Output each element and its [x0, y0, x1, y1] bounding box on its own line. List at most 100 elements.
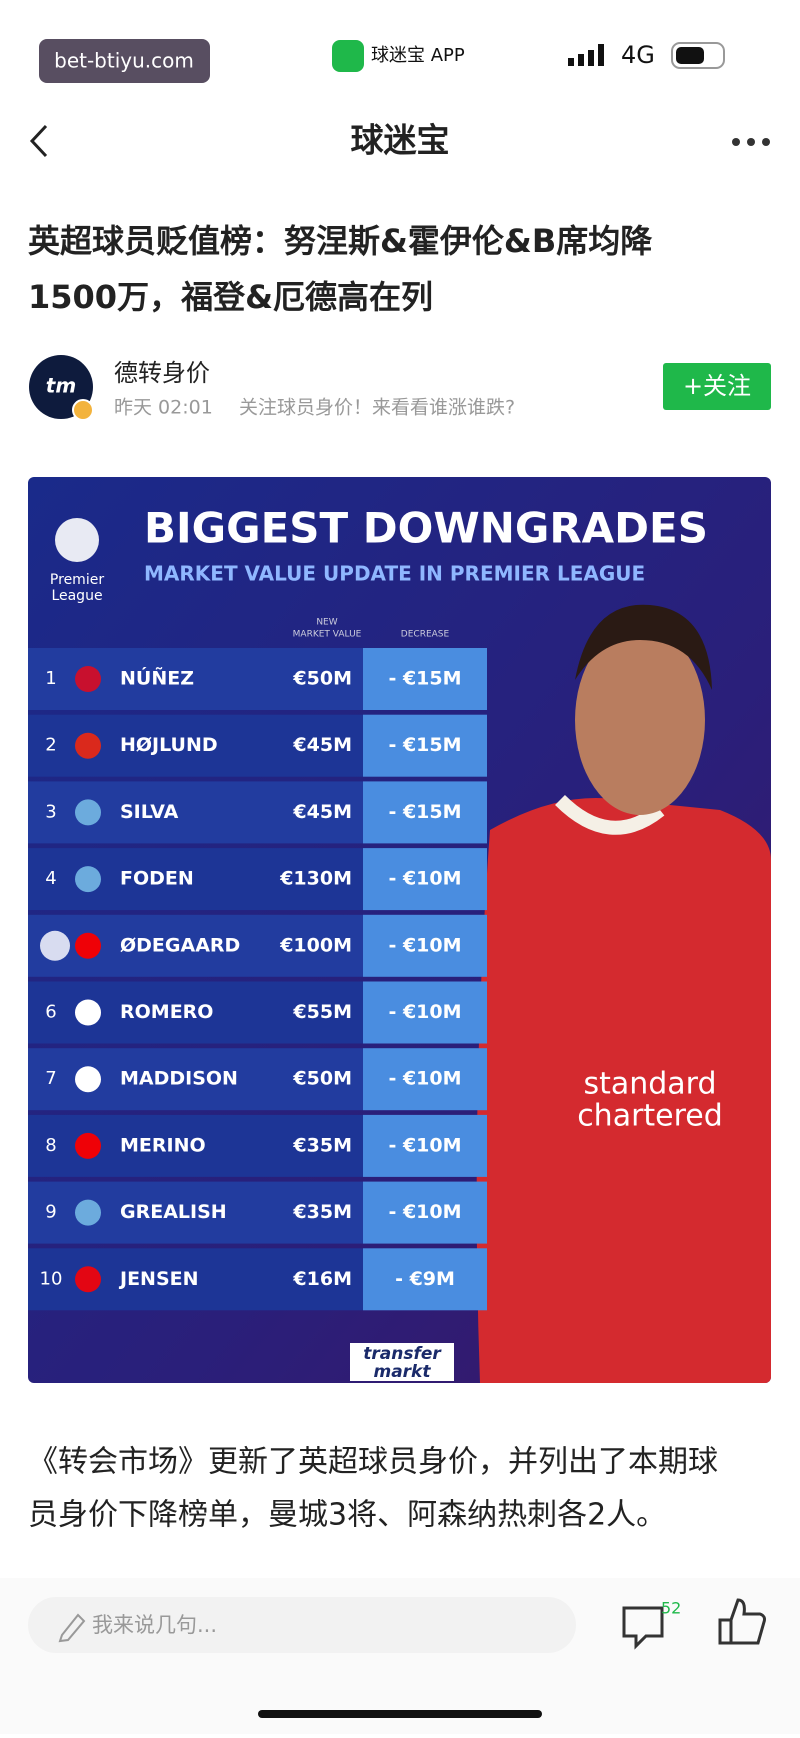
club-logo	[75, 732, 101, 759]
back-button[interactable]	[29, 124, 48, 158]
decrease-bg	[363, 1048, 487, 1111]
rank: 7	[45, 1068, 56, 1089]
club-logo	[75, 1132, 101, 1159]
market-value: €45M	[292, 734, 352, 756]
signal	[568, 44, 604, 66]
follow-label: +关注	[683, 372, 751, 400]
player-jersey	[476, 798, 771, 1383]
market-value: €35M	[292, 1201, 352, 1223]
app-icon	[332, 40, 364, 72]
decrease-bg	[363, 1181, 487, 1244]
column-header: MARKET VALUE	[293, 630, 362, 640]
follow-button[interactable]	[663, 363, 771, 410]
decrease: - €10M	[388, 1134, 461, 1156]
market-value: €50M	[292, 1068, 352, 1090]
rank: 3	[45, 801, 56, 822]
decrease: - €10M	[388, 934, 461, 956]
club-logo	[75, 866, 101, 893]
market-value: €45M	[292, 801, 352, 823]
infographic-subtitle: MARKET VALUE UPDATE IN PREMIER LEAGUE	[144, 562, 645, 586]
player-name: NÚÑEZ	[120, 666, 194, 690]
club-logo	[75, 799, 101, 826]
club-logo	[75, 1066, 101, 1093]
rank: 2	[45, 735, 56, 756]
rank: 8	[45, 1135, 56, 1156]
battery	[671, 42, 725, 69]
market-value: €130M	[279, 868, 352, 890]
rank: 4	[45, 868, 56, 889]
club-logo	[75, 999, 101, 1026]
decrease: - €10M	[388, 868, 461, 890]
player-name: JENSEN	[118, 1268, 199, 1290]
decrease: - €10M	[388, 1068, 461, 1090]
pen-icon	[58, 1613, 86, 1643]
decrease-bg	[363, 781, 487, 844]
decrease: - €15M	[388, 668, 461, 690]
club-logo	[75, 1199, 101, 1226]
decrease-bg	[363, 848, 487, 911]
decrease-bg	[363, 1114, 487, 1177]
body-text: 《转会市场》更新了英超球员身价，并列出了本期球	[28, 1445, 718, 1480]
article-title: 英超球员贬值榜：努涅斯&霍伊伦&B席均降	[28, 222, 653, 260]
player-name: FODEN	[120, 868, 194, 890]
comment-count: 52	[661, 1599, 681, 1618]
player-name: GREALISH	[120, 1201, 227, 1223]
sponsor: chartered	[577, 1099, 723, 1134]
battery-level	[676, 47, 704, 64]
rank: 10	[40, 1268, 63, 1289]
app-name: 球迷宝 APP	[371, 45, 465, 66]
league-logo	[55, 518, 99, 562]
brand: transfer	[363, 1344, 442, 1364]
decrease: - €9M	[395, 1268, 455, 1290]
club-logo	[75, 1266, 101, 1293]
column-header: NEW	[316, 618, 337, 628]
decrease-bg	[363, 648, 487, 710]
author-bio: 关注球员身价！来看看谁涨谁跌?	[239, 397, 515, 419]
comment-icon[interactable]	[622, 1606, 664, 1650]
market-value: €55M	[292, 1001, 352, 1023]
player-name: ROMERO	[120, 1001, 213, 1023]
rank: 1	[45, 668, 56, 689]
decrease: - €15M	[388, 801, 461, 823]
decrease: - €15M	[388, 734, 461, 756]
decrease-bg	[363, 714, 487, 777]
league-name: Premier	[50, 572, 104, 588]
decrease-bg	[363, 914, 487, 977]
player-collar	[555, 794, 665, 835]
market-value: €35M	[292, 1134, 352, 1156]
sponsor: standard	[583, 1067, 716, 1102]
avatar-text: tm	[46, 374, 76, 398]
player-name: ØDEGAARD	[120, 934, 240, 956]
network: 4G	[621, 41, 655, 69]
decrease: - €10M	[388, 1001, 461, 1023]
player-name: MERINO	[120, 1134, 206, 1156]
brand-box	[350, 1343, 454, 1381]
club-logo	[75, 932, 101, 959]
overlay-button[interactable]	[40, 930, 70, 961]
decrease-bg	[363, 981, 487, 1044]
market-value: €50M	[292, 668, 352, 690]
rank: 9	[45, 1202, 56, 1223]
infographic: standard chartered Premier League BIGGES…	[28, 477, 771, 1383]
player-name: MADDISON	[120, 1068, 238, 1090]
player-head	[575, 625, 705, 815]
comment-placeholder: 我来说几句...	[92, 1613, 217, 1637]
player-name: HØJLUND	[120, 734, 218, 756]
more-button[interactable]	[732, 138, 770, 146]
club-logo	[75, 666, 101, 692]
body-text: 员身价下降榜单，曼城3将、阿森纳热刺各2人。	[28, 1498, 666, 1533]
author-name: 德转身价	[114, 359, 210, 387]
like-button[interactable]	[718, 1598, 766, 1645]
nav-title: 球迷宝	[351, 121, 450, 160]
market-value: €16M	[292, 1268, 352, 1290]
home-indicator	[258, 1710, 542, 1718]
player-hair	[575, 604, 712, 690]
league-name: League	[51, 588, 102, 604]
comment-input[interactable]	[28, 1597, 576, 1653]
player-name: SILVA	[120, 801, 179, 823]
post-time: 昨天 02:01	[114, 397, 213, 419]
rank: 6	[45, 1002, 56, 1023]
decrease: - €10M	[388, 1201, 461, 1223]
watermark-bg	[39, 39, 210, 83]
